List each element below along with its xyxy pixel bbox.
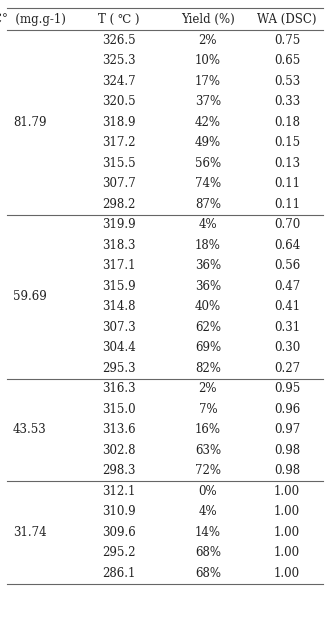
- Text: 0.97: 0.97: [274, 424, 300, 436]
- Text: 16%: 16%: [195, 424, 221, 436]
- Text: 316.3: 316.3: [102, 382, 136, 395]
- Text: 0.64: 0.64: [274, 239, 300, 251]
- Text: T ( ℃ ): T ( ℃ ): [98, 13, 140, 25]
- Text: 320.5: 320.5: [102, 95, 136, 108]
- Text: 0.56: 0.56: [274, 259, 300, 272]
- Text: 2%: 2%: [199, 382, 217, 395]
- Text: 36%: 36%: [195, 259, 221, 272]
- Text: 326.5: 326.5: [102, 34, 136, 47]
- Text: Yield (%): Yield (%): [181, 13, 235, 25]
- Text: 315.9: 315.9: [102, 280, 136, 293]
- Text: 10%: 10%: [195, 54, 221, 67]
- Text: 0.11: 0.11: [274, 177, 300, 190]
- Text: 319.9: 319.9: [102, 218, 136, 231]
- Text: 0.53: 0.53: [274, 75, 300, 88]
- Text: 0.15: 0.15: [274, 137, 300, 149]
- Text: 87%: 87%: [195, 197, 221, 211]
- Text: 0.98: 0.98: [274, 444, 300, 457]
- Text: 2%: 2%: [199, 34, 217, 47]
- Text: 0.18: 0.18: [274, 116, 300, 129]
- Text: 298.2: 298.2: [102, 197, 136, 211]
- Text: 0.33: 0.33: [274, 95, 300, 108]
- Text: 17%: 17%: [195, 75, 221, 88]
- Text: 324.7: 324.7: [102, 75, 136, 88]
- Text: 42%: 42%: [195, 116, 221, 129]
- Text: 1.00: 1.00: [274, 526, 300, 538]
- Text: 317.2: 317.2: [102, 137, 136, 149]
- Text: 315.5: 315.5: [102, 157, 136, 170]
- Text: 0.27: 0.27: [274, 362, 300, 375]
- Text: 310.9: 310.9: [102, 505, 136, 518]
- Text: 63%: 63%: [195, 444, 221, 457]
- Text: 295.3: 295.3: [102, 362, 136, 375]
- Text: 82%: 82%: [195, 362, 221, 375]
- Text: 0.70: 0.70: [274, 218, 300, 231]
- Text: 4%: 4%: [199, 218, 217, 231]
- Text: 295.2: 295.2: [102, 546, 136, 559]
- Text: 0.30: 0.30: [274, 341, 300, 354]
- Text: 59.69: 59.69: [13, 290, 47, 303]
- Text: 0.96: 0.96: [274, 403, 300, 416]
- Text: 314.8: 314.8: [102, 300, 136, 313]
- Text: 317.1: 317.1: [102, 259, 136, 272]
- Text: 286.1: 286.1: [102, 567, 136, 580]
- Text: 69%: 69%: [195, 341, 221, 354]
- Text: 325.3: 325.3: [102, 54, 136, 67]
- Text: 0.98: 0.98: [274, 464, 300, 478]
- Text: 307.3: 307.3: [102, 321, 136, 334]
- Text: 37%: 37%: [195, 95, 221, 108]
- Text: 0.31: 0.31: [274, 321, 300, 334]
- Text: 0.11: 0.11: [274, 197, 300, 211]
- Text: 302.8: 302.8: [102, 444, 136, 457]
- Text: 72%: 72%: [195, 464, 221, 478]
- Text: 1.00: 1.00: [274, 485, 300, 498]
- Text: 74%: 74%: [195, 177, 221, 190]
- Text: 1.00: 1.00: [274, 546, 300, 559]
- Text: 0.65: 0.65: [274, 54, 300, 67]
- Text: 81.79: 81.79: [13, 116, 47, 129]
- Text: 1.00: 1.00: [274, 505, 300, 518]
- Text: 62%: 62%: [195, 321, 221, 334]
- Text: C°  (mg.g-1): C° (mg.g-1): [0, 13, 66, 25]
- Text: 0%: 0%: [199, 485, 217, 498]
- Text: 18%: 18%: [195, 239, 221, 251]
- Text: 0.75: 0.75: [274, 34, 300, 47]
- Text: 56%: 56%: [195, 157, 221, 170]
- Text: 312.1: 312.1: [102, 485, 136, 498]
- Text: 68%: 68%: [195, 567, 221, 580]
- Text: 36%: 36%: [195, 280, 221, 293]
- Text: 318.3: 318.3: [102, 239, 136, 251]
- Text: 4%: 4%: [199, 505, 217, 518]
- Text: 43.53: 43.53: [13, 424, 47, 436]
- Text: 7%: 7%: [199, 403, 217, 416]
- Text: 0.95: 0.95: [274, 382, 300, 395]
- Text: 0.41: 0.41: [274, 300, 300, 313]
- Text: 40%: 40%: [195, 300, 221, 313]
- Text: 298.3: 298.3: [102, 464, 136, 478]
- Text: 315.0: 315.0: [102, 403, 136, 416]
- Text: 68%: 68%: [195, 546, 221, 559]
- Text: 49%: 49%: [195, 137, 221, 149]
- Text: 309.6: 309.6: [102, 526, 136, 538]
- Text: 318.9: 318.9: [102, 116, 136, 129]
- Text: 31.74: 31.74: [13, 526, 47, 538]
- Text: 0.47: 0.47: [274, 280, 300, 293]
- Text: 313.6: 313.6: [102, 424, 136, 436]
- Text: 304.4: 304.4: [102, 341, 136, 354]
- Text: 1.00: 1.00: [274, 567, 300, 580]
- Text: WA (DSC): WA (DSC): [257, 13, 317, 25]
- Text: 307.7: 307.7: [102, 177, 136, 190]
- Text: 0.13: 0.13: [274, 157, 300, 170]
- Text: 14%: 14%: [195, 526, 221, 538]
